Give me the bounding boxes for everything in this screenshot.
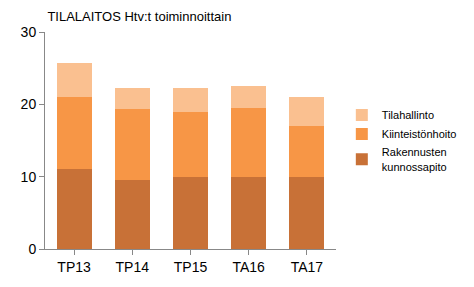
svg-text:Kiinteistönhoito: Kiinteistönhoito xyxy=(382,128,457,140)
svg-text:TA16: TA16 xyxy=(232,259,265,275)
svg-text:TP14: TP14 xyxy=(116,259,150,275)
svg-text:0: 0 xyxy=(28,241,36,257)
svg-text:TA17: TA17 xyxy=(291,259,324,275)
svg-text:10: 10 xyxy=(21,169,37,185)
svg-text:30: 30 xyxy=(21,24,37,40)
svg-text:Tilahallinto: Tilahallinto xyxy=(382,109,434,121)
svg-text:TILALAITOS Htv:t toiminnoittai: TILALAITOS Htv:t toiminnoittain xyxy=(47,9,231,24)
svg-text:TP15: TP15 xyxy=(174,259,208,275)
svg-text:TP13: TP13 xyxy=(57,259,91,275)
svg-text:Rakennustenkunnossapito: Rakennustenkunnossapito xyxy=(382,146,447,172)
svg-text:20: 20 xyxy=(21,96,37,112)
